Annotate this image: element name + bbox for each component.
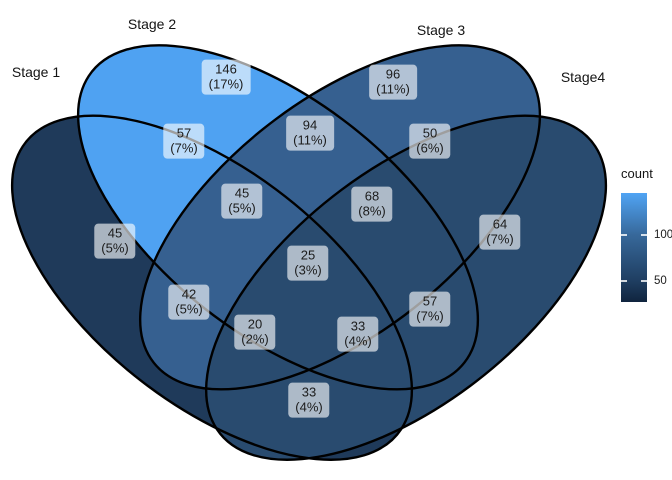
stage3-ellipse-outline	[86, 0, 593, 457]
region-label-AC: 42 (5%)	[168, 284, 210, 320]
region-label-B: 146 (17%)	[201, 59, 251, 95]
region-label-C: 96 (11%)	[369, 64, 417, 100]
set-label-stage1: Stage 1	[11, 64, 61, 80]
region-label-A: 45 (5%)	[94, 223, 136, 259]
set-label-stage3: Stage 3	[416, 22, 466, 38]
region-stage4-only	[206, 115, 606, 460]
stage4-ellipse-outline	[152, 48, 659, 480]
region-label-BCD: 68 (8%)	[351, 186, 393, 222]
region-label-AD: 33 (4%)	[288, 382, 330, 418]
region-label-D: 64 (7%)	[479, 214, 521, 250]
region-label-ABD: 33 (4%)	[337, 316, 379, 352]
legend-tick-label: 100	[654, 228, 672, 241]
region-label-ACD: 20 (2%)	[234, 314, 276, 350]
stage2-ellipse-outline	[24, 0, 531, 457]
count-legend: count 100 50	[618, 166, 672, 316]
legend-tick-label: 50	[654, 274, 667, 287]
legend-title: count	[621, 166, 653, 181]
region-label-ABCD: 25 (3%)	[287, 245, 329, 281]
set-label-stage2: Stage 2	[127, 16, 177, 32]
set-label-stage4: Stage4	[560, 69, 606, 85]
region-label-CD: 50 (6%)	[409, 123, 451, 159]
region-label-BD: 57 (7%)	[409, 291, 451, 327]
region-label-BC: 94 (11%)	[286, 115, 334, 151]
region-label-ABC: 45 (5%)	[221, 183, 263, 219]
legend-gradient-bar: 100 50	[621, 193, 672, 302]
region-label-AB: 57 (7%)	[163, 123, 205, 159]
